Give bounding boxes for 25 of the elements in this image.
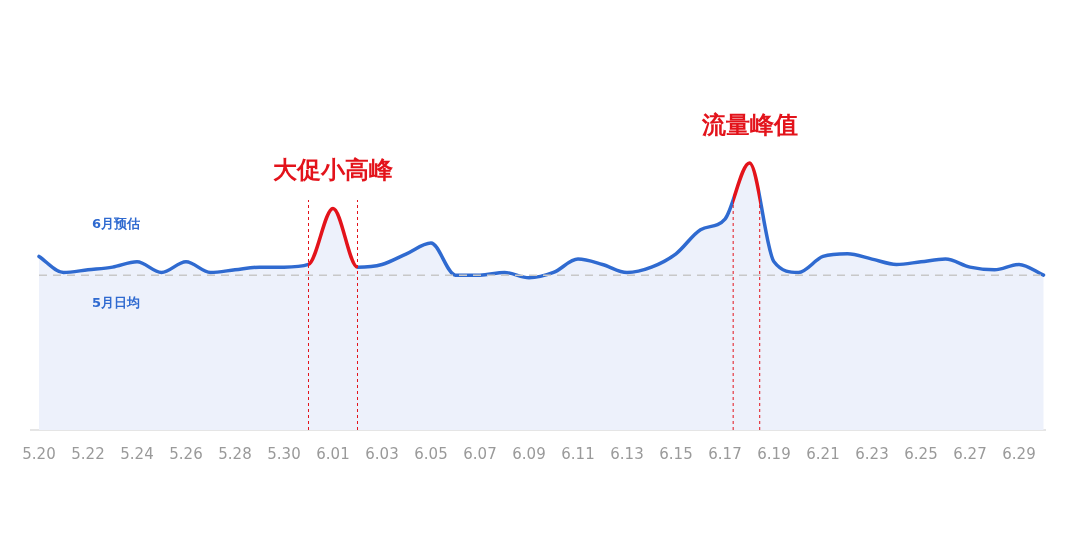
x-tick-label: 6.21: [806, 445, 840, 463]
ref-line-label: 5月日均: [92, 295, 141, 311]
annotation: 流量峰值: [700, 111, 798, 139]
x-tick-label: 6.05: [414, 445, 448, 463]
x-tick-label: 6.19: [757, 445, 791, 463]
annotation: 大促小高峰: [273, 156, 394, 185]
x-tick-label: 6.07: [463, 445, 497, 463]
x-tick-label: 6.25: [904, 445, 938, 463]
x-tick-label: 6.15: [659, 445, 693, 463]
x-tick-label: 5.28: [218, 445, 252, 463]
x-tick-label: 6.03: [365, 445, 399, 463]
text: 6月预估: [92, 215, 141, 231]
x-tick-label: 6.17: [708, 445, 742, 463]
x-tick-label: 6.23: [855, 445, 889, 463]
x-tick-label: 5.26: [169, 445, 203, 463]
x-tick-label: 5.22: [71, 445, 105, 463]
x-tick-label: 6.11: [561, 445, 595, 463]
x-tick-label: 6.27: [953, 445, 987, 463]
x-tick-label: 5.24: [120, 445, 154, 463]
x-tick-label: 5.30: [267, 445, 301, 463]
x-tick-label: 5.20: [22, 445, 56, 463]
x-tick-label: 6.29: [1002, 445, 1036, 463]
x-tick-label: 6.01: [316, 445, 350, 463]
x-tick-label: 6.13: [610, 445, 644, 463]
x-tick-label: 6.09: [512, 445, 546, 463]
